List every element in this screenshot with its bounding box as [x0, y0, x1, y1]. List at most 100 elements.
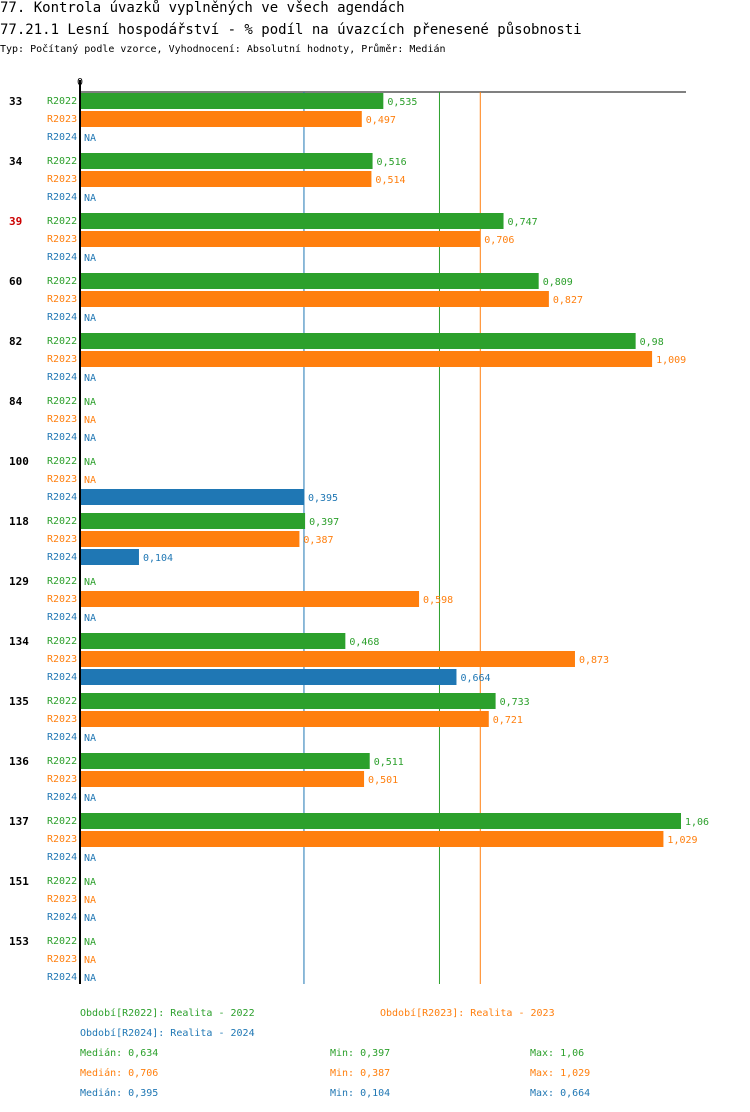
legend-max-r2022: Max: 1,06 [530, 1048, 585, 1059]
series-label-39-r2022: R2022 [47, 216, 77, 227]
value-label-118-r2023: 0,387 [303, 535, 333, 546]
series-label-137-r2023: R2023 [47, 834, 77, 845]
series-label-100-r2022: R2022 [47, 456, 77, 467]
series-label-153-r2024: R2024 [47, 972, 77, 983]
value-label-129-r2023: 0,598 [423, 595, 453, 606]
value-label-136-r2023: 0,501 [368, 775, 398, 786]
bar-134-r2022 [80, 633, 346, 649]
value-label-34-r2022: 0,516 [377, 157, 407, 168]
value-label-135-r2024: NA [84, 733, 96, 744]
value-label-129-r2022: NA [84, 577, 96, 588]
group-label-129: 129 [9, 575, 29, 588]
group-label-151: 151 [9, 875, 29, 888]
value-label-60-r2024: NA [84, 313, 96, 324]
series-label-129-r2023: R2023 [47, 594, 77, 605]
series-label-34-r2024: R2024 [47, 192, 77, 203]
series-label-100-r2024: R2024 [47, 492, 77, 503]
value-label-34-r2024: NA [84, 193, 96, 204]
bar-129-r2023 [80, 591, 420, 607]
series-label-82-r2024: R2024 [47, 372, 77, 383]
group-label-118: 118 [9, 515, 29, 528]
bar-39-r2023 [80, 231, 481, 247]
value-label-33-r2022: 0,535 [387, 97, 417, 108]
value-label-136-r2024: NA [84, 793, 96, 804]
bar-118-r2022 [80, 513, 306, 529]
series-label-118-r2024: R2024 [47, 552, 77, 563]
legend-period-r2023: Období[R2023]: Realita - 2023 [380, 1008, 555, 1019]
series-label-84-r2023: R2023 [47, 414, 77, 425]
bar-39-r2022 [80, 213, 504, 229]
series-label-33-r2022: R2022 [47, 96, 77, 107]
value-label-153-r2022: NA [84, 937, 96, 948]
value-label-151-r2022: NA [84, 877, 96, 888]
series-label-129-r2022: R2022 [47, 576, 77, 587]
value-label-33-r2024: NA [84, 133, 96, 144]
value-label-39-r2024: NA [84, 253, 96, 264]
group-label-39: 39 [9, 215, 22, 228]
series-label-137-r2024: R2024 [47, 852, 77, 863]
bar-135-r2023 [80, 711, 489, 727]
bar-134-r2024 [80, 669, 457, 685]
value-label-84-r2022: NA [84, 397, 96, 408]
value-label-135-r2022: 0,733 [500, 697, 530, 708]
bar-33-r2023 [80, 111, 362, 127]
group-label-135: 135 [9, 695, 29, 708]
value-label-84-r2024: NA [84, 433, 96, 444]
series-label-84-r2022: R2022 [47, 396, 77, 407]
value-label-129-r2024: NA [84, 613, 96, 624]
series-label-82-r2023: R2023 [47, 354, 77, 365]
group-label-134: 134 [9, 635, 29, 648]
series-label-33-r2024: R2024 [47, 132, 77, 143]
group-label-34: 34 [9, 155, 23, 168]
bar-118-r2024 [80, 549, 139, 565]
series-label-34-r2023: R2023 [47, 174, 77, 185]
value-label-118-r2022: 0,397 [309, 517, 339, 528]
bar-34-r2022 [80, 153, 373, 169]
chart-title: 77. Kontrola úvazků vyplněných ve všech … [0, 0, 405, 16]
series-label-136-r2023: R2023 [47, 774, 77, 785]
chart-subtitle: 77.21.1 Lesní hospodářství - % podíl na … [0, 22, 582, 38]
legend-min-r2022: Min: 0,397 [330, 1048, 391, 1059]
bar-137-r2023 [80, 831, 664, 847]
group-label-60: 60 [9, 275, 22, 288]
value-label-137-r2023: 1,029 [667, 835, 697, 846]
group-label-33: 33 [9, 95, 22, 108]
value-label-137-r2022: 1,06 [685, 817, 709, 828]
bar-33-r2022 [80, 93, 384, 109]
value-label-82-r2023: 1,009 [656, 355, 686, 366]
series-label-134-r2022: R2022 [47, 636, 77, 647]
value-label-33-r2023: 0,497 [366, 115, 396, 126]
value-label-34-r2023: 0,514 [375, 175, 405, 186]
legend-min-r2024: Min: 0,104 [330, 1088, 391, 1099]
bar-chart: 033R20220,535R20230,497R2024NA34R20220,5… [9, 77, 709, 984]
series-label-151-r2022: R2022 [47, 876, 77, 887]
legend-median-r2024: Medián: 0,395 [80, 1088, 159, 1099]
series-label-134-r2023: R2023 [47, 654, 77, 665]
chart-meta: Typ: Počítaný podle vzorce, Vyhodnocení:… [0, 44, 446, 55]
series-label-60-r2024: R2024 [47, 312, 77, 323]
group-label-136: 136 [9, 755, 29, 768]
series-label-129-r2024: R2024 [47, 612, 77, 623]
value-label-82-r2022: 0,98 [640, 337, 664, 348]
series-label-118-r2022: R2022 [47, 516, 77, 527]
legend-period-r2022: Období[R2022]: Realita - 2022 [80, 1008, 255, 1019]
legend-median-r2022: Medián: 0,634 [80, 1048, 159, 1059]
value-label-151-r2023: NA [84, 895, 96, 906]
group-label-84: 84 [9, 395, 23, 408]
bar-135-r2022 [80, 693, 496, 709]
value-label-60-r2023: 0,827 [553, 295, 583, 306]
series-label-34-r2022: R2022 [47, 156, 77, 167]
bar-34-r2023 [80, 171, 372, 187]
legend-max-r2024: Max: 0,664 [530, 1088, 591, 1099]
bar-82-r2022 [80, 333, 636, 349]
value-label-39-r2023: 0,706 [484, 235, 514, 246]
series-label-151-r2023: R2023 [47, 894, 77, 905]
bar-60-r2022 [80, 273, 539, 289]
series-label-84-r2024: R2024 [47, 432, 77, 443]
value-label-134-r2023: 0,873 [579, 655, 609, 666]
bar-60-r2023 [80, 291, 549, 307]
series-label-33-r2023: R2023 [47, 114, 77, 125]
series-label-60-r2022: R2022 [47, 276, 77, 287]
legend-median-r2023: Medián: 0,706 [80, 1068, 159, 1079]
value-label-151-r2024: NA [84, 913, 96, 924]
